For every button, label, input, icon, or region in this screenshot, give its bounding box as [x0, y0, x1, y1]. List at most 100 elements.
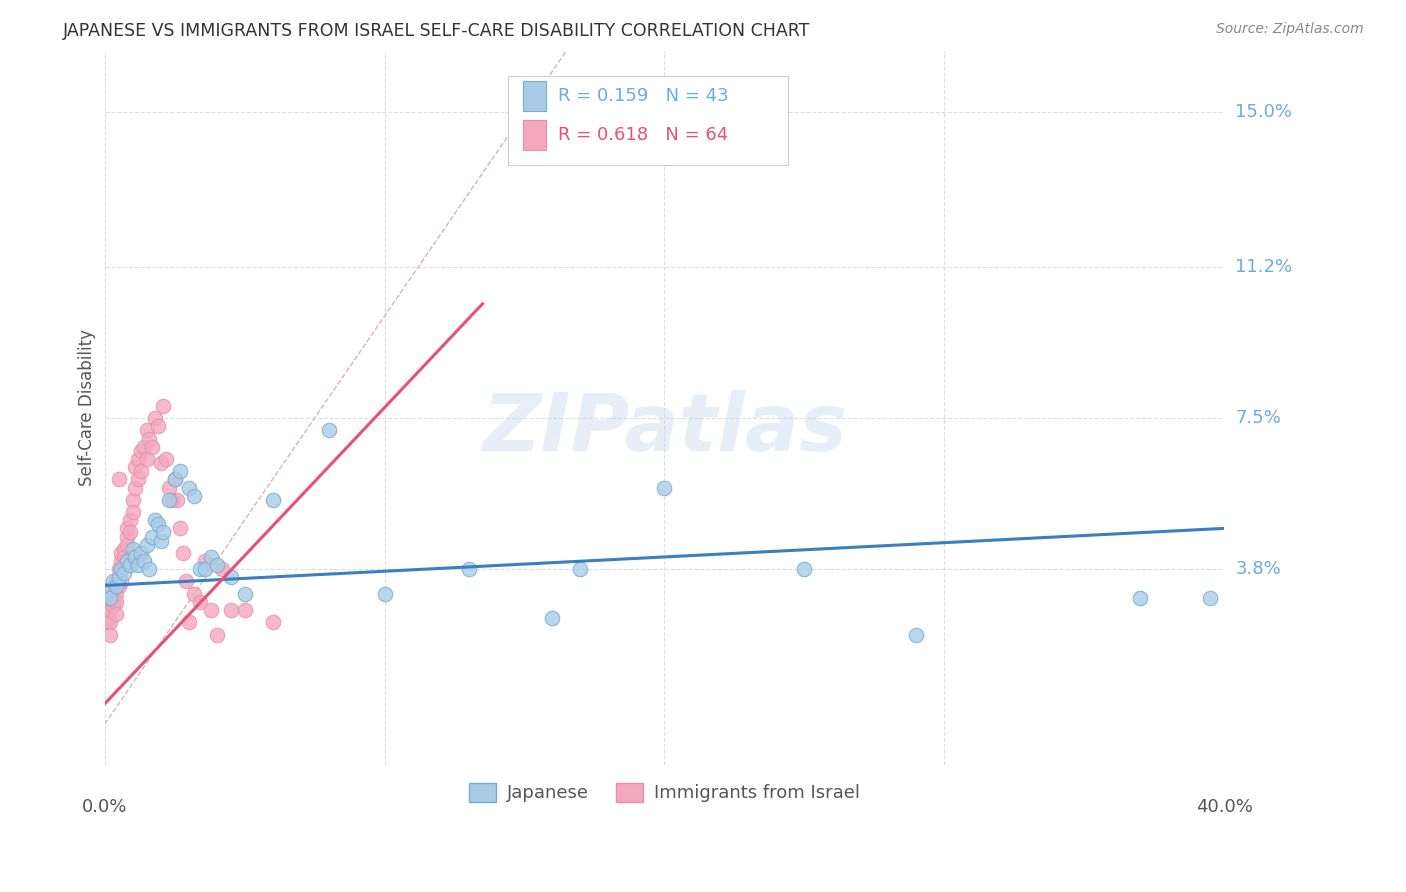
- Point: [118, 513, 141, 527]
- Point: [188, 595, 211, 609]
- Point: [163, 472, 186, 486]
- Point: [141, 529, 163, 543]
- Point: [124, 460, 146, 475]
- Point: [219, 603, 242, 617]
- Point: [110, 546, 132, 560]
- Point: [183, 489, 205, 503]
- Point: [177, 615, 200, 630]
- Point: [1199, 591, 1222, 605]
- Text: 15.0%: 15.0%: [1236, 103, 1292, 121]
- Text: 3.8%: 3.8%: [1236, 560, 1281, 578]
- Point: [205, 558, 228, 573]
- Point: [104, 574, 127, 589]
- Point: [112, 566, 135, 581]
- Point: [115, 521, 138, 535]
- Point: [200, 549, 222, 564]
- Text: 7.5%: 7.5%: [1236, 409, 1281, 427]
- Point: [115, 538, 138, 552]
- Point: [96, 615, 118, 630]
- Point: [200, 603, 222, 617]
- Point: [146, 517, 169, 532]
- Point: [121, 492, 143, 507]
- Point: [98, 627, 121, 641]
- Point: [169, 521, 191, 535]
- Point: [132, 554, 155, 568]
- Point: [118, 558, 141, 573]
- Point: [101, 582, 124, 597]
- Point: [149, 533, 172, 548]
- Text: JAPANESE VS IMMIGRANTS FROM ISRAEL SELF-CARE DISABILITY CORRELATION CHART: JAPANESE VS IMMIGRANTS FROM ISRAEL SELF-…: [63, 22, 811, 40]
- Point: [98, 587, 121, 601]
- Point: [1129, 591, 1152, 605]
- Point: [110, 554, 132, 568]
- Point: [104, 578, 127, 592]
- Text: 40.0%: 40.0%: [1197, 797, 1253, 816]
- Point: [143, 513, 166, 527]
- Point: [194, 562, 217, 576]
- Point: [132, 440, 155, 454]
- Point: [101, 599, 124, 613]
- Point: [194, 554, 217, 568]
- Point: [166, 492, 188, 507]
- Y-axis label: Self-Care Disability: Self-Care Disability: [79, 329, 96, 486]
- Point: [96, 595, 118, 609]
- FancyBboxPatch shape: [508, 76, 787, 165]
- Text: ZIPatlas: ZIPatlas: [482, 391, 846, 468]
- Point: [121, 505, 143, 519]
- Point: [569, 562, 592, 576]
- Text: 11.2%: 11.2%: [1236, 258, 1292, 276]
- Point: [211, 562, 233, 576]
- Point: [127, 452, 149, 467]
- Point: [157, 492, 180, 507]
- Point: [169, 464, 191, 478]
- Point: [793, 562, 815, 576]
- Point: [129, 443, 152, 458]
- FancyBboxPatch shape: [523, 120, 546, 150]
- Point: [541, 611, 564, 625]
- Point: [233, 603, 256, 617]
- Point: [262, 615, 284, 630]
- Point: [104, 595, 127, 609]
- Point: [262, 492, 284, 507]
- Point: [160, 492, 183, 507]
- Point: [135, 452, 157, 467]
- Point: [101, 574, 124, 589]
- Point: [152, 525, 174, 540]
- Point: [149, 456, 172, 470]
- Point: [124, 481, 146, 495]
- Point: [110, 562, 132, 576]
- Point: [98, 615, 121, 630]
- Point: [135, 423, 157, 437]
- Point: [205, 627, 228, 641]
- Point: [104, 587, 127, 601]
- Point: [177, 481, 200, 495]
- Point: [135, 538, 157, 552]
- Point: [143, 411, 166, 425]
- Point: [98, 591, 121, 605]
- Point: [141, 440, 163, 454]
- Point: [373, 587, 395, 601]
- Point: [124, 549, 146, 564]
- Point: [152, 399, 174, 413]
- Point: [96, 582, 118, 597]
- Text: R = 0.159   N = 43: R = 0.159 N = 43: [558, 87, 728, 105]
- Point: [107, 570, 129, 584]
- Point: [654, 481, 676, 495]
- Point: [96, 603, 118, 617]
- Point: [118, 525, 141, 540]
- Point: [183, 587, 205, 601]
- Point: [104, 607, 127, 621]
- FancyBboxPatch shape: [523, 81, 546, 112]
- Point: [157, 481, 180, 495]
- Legend: Japanese, Immigrants from Israel: Japanese, Immigrants from Israel: [461, 776, 868, 810]
- Point: [138, 432, 160, 446]
- Point: [127, 472, 149, 486]
- Point: [233, 587, 256, 601]
- Point: [172, 546, 194, 560]
- Point: [188, 562, 211, 576]
- Point: [174, 574, 197, 589]
- Text: 0.0%: 0.0%: [82, 797, 128, 816]
- Point: [115, 554, 138, 568]
- Text: R = 0.618   N = 64: R = 0.618 N = 64: [558, 126, 728, 144]
- Point: [121, 541, 143, 556]
